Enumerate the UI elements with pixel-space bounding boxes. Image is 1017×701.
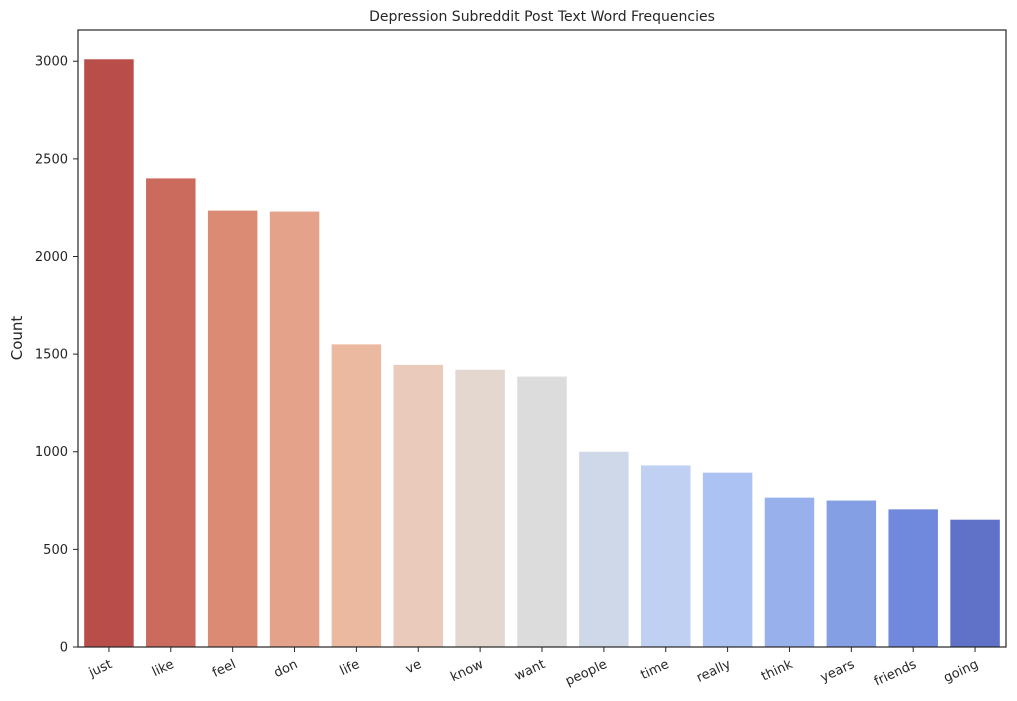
y-tick-label: 3000: [35, 55, 68, 70]
y-axis-label: Count: [8, 316, 26, 361]
y-tick-label: 2000: [35, 250, 68, 265]
x-tick-label: time: [638, 657, 671, 683]
bar-friends: [888, 509, 938, 647]
bar-think: [764, 497, 815, 647]
bar-people: [579, 451, 629, 647]
y-tick-label: 0: [60, 641, 68, 656]
x-tick-label: don: [272, 657, 301, 681]
bar-years: [826, 500, 877, 647]
y-tick-label: 1000: [35, 445, 68, 460]
bar-like: [146, 178, 196, 647]
x-tick-label: feel: [210, 657, 238, 681]
bar-want: [517, 376, 567, 647]
bar-really: [702, 472, 753, 647]
y-tick-label: 500: [43, 543, 68, 558]
bar-time: [640, 465, 691, 647]
x-tick-label: friends: [872, 657, 919, 690]
chart-title: Depression Subreddit Post Text Word Freq…: [369, 9, 715, 25]
bar-know: [455, 369, 505, 647]
x-tick-label: think: [759, 657, 795, 685]
bar-ve: [393, 364, 444, 647]
x-axis: just like feel don life ve know want people time r…: [86, 647, 981, 690]
x-tick-label: just: [86, 657, 115, 681]
x-tick-label: years: [818, 657, 857, 686]
x-tick-label: like: [150, 657, 177, 680]
x-tick-label: really: [694, 657, 733, 686]
y-tick-label: 1500: [35, 348, 68, 363]
bar-don: [269, 211, 320, 647]
x-tick-label: people: [563, 657, 609, 689]
plot-frame: [77, 29, 1007, 648]
bar-going: [950, 519, 1000, 647]
y-tick-label: 2500: [35, 152, 68, 167]
x-tick-label: life: [338, 657, 362, 679]
bar-life: [331, 344, 382, 647]
y-axis: 0 500 1000 1500 2000 2500 3000: [35, 55, 78, 656]
x-tick-label: want: [512, 657, 547, 684]
x-tick-label: ve: [403, 657, 424, 677]
bar-feel: [207, 210, 258, 648]
x-tick-label: know: [448, 657, 486, 685]
x-tick-label: going: [942, 657, 981, 686]
bars-group: [84, 59, 1000, 648]
bar-just: [84, 59, 134, 648]
